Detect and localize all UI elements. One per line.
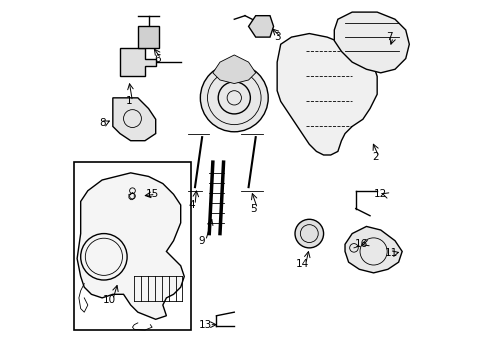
Text: 7: 7 xyxy=(386,32,393,42)
Text: 3: 3 xyxy=(274,32,280,42)
Circle shape xyxy=(295,219,323,248)
Bar xyxy=(74,162,192,330)
Polygon shape xyxy=(213,55,256,84)
Text: 6: 6 xyxy=(154,54,161,64)
Text: 12: 12 xyxy=(374,189,388,199)
Polygon shape xyxy=(138,26,159,48)
Text: 2: 2 xyxy=(372,152,379,162)
Text: 8: 8 xyxy=(99,118,105,128)
Text: 16: 16 xyxy=(354,239,368,249)
Polygon shape xyxy=(248,16,273,37)
Text: 13: 13 xyxy=(199,320,212,330)
Text: 10: 10 xyxy=(103,295,116,305)
Text: 1: 1 xyxy=(125,96,132,107)
Text: 11: 11 xyxy=(385,248,398,258)
Polygon shape xyxy=(277,33,377,155)
Text: 5: 5 xyxy=(250,203,257,213)
Text: 9: 9 xyxy=(199,236,205,246)
Polygon shape xyxy=(345,226,402,273)
Polygon shape xyxy=(334,12,409,73)
Circle shape xyxy=(200,64,268,132)
Polygon shape xyxy=(120,48,156,76)
Polygon shape xyxy=(113,98,156,141)
Text: 4: 4 xyxy=(188,200,195,210)
Text: 15: 15 xyxy=(146,189,159,199)
Polygon shape xyxy=(77,173,184,319)
Text: 14: 14 xyxy=(295,259,309,269)
